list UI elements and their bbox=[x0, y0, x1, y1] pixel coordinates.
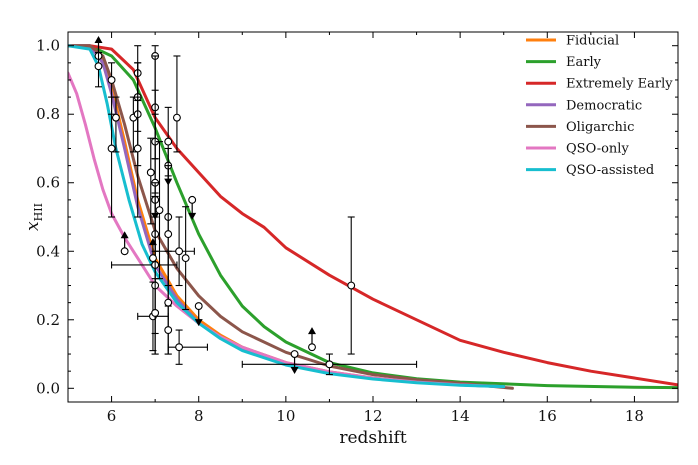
data-point bbox=[133, 96, 142, 218]
legend-label: QSO-only bbox=[566, 142, 629, 157]
data-point bbox=[120, 231, 129, 256]
observations-layer bbox=[94, 35, 418, 376]
data-marker bbox=[107, 144, 116, 153]
x-tick-label: 12 bbox=[363, 407, 382, 425]
data-marker bbox=[111, 113, 120, 122]
arrow-down-icon bbox=[290, 367, 299, 375]
x-tick-label: 10 bbox=[276, 407, 295, 425]
data-marker bbox=[325, 360, 334, 369]
data-marker bbox=[164, 230, 173, 239]
arrow-down-icon bbox=[194, 319, 203, 327]
data-point bbox=[172, 55, 181, 153]
data-marker bbox=[347, 281, 356, 290]
legend-item: QSO-assisted bbox=[526, 163, 654, 178]
data-marker bbox=[175, 343, 184, 352]
y-axis-label-subscript: HII bbox=[32, 203, 45, 221]
legend-label: Fiducial bbox=[566, 34, 619, 49]
x-axis-label: redshift bbox=[339, 428, 406, 448]
data-point bbox=[290, 350, 299, 375]
arrow-up-icon bbox=[308, 327, 316, 335]
y-axis-label: xHII bbox=[23, 203, 45, 231]
legend-label: Democratic bbox=[566, 98, 642, 113]
data-point bbox=[94, 52, 103, 88]
y-tick-label: 0.2 bbox=[36, 311, 60, 329]
data-point bbox=[111, 96, 120, 153]
data-marker bbox=[172, 113, 181, 122]
arrow-up-icon bbox=[94, 35, 103, 43]
data-marker bbox=[164, 326, 173, 335]
legend-label: QSO-assisted bbox=[566, 163, 654, 178]
data-marker bbox=[94, 62, 103, 71]
legend-item: QSO-only bbox=[526, 142, 629, 157]
data-point bbox=[167, 329, 208, 365]
axis-ticks: 6 8 10 12 14 16 18 0.0 0.2 0.4 0.6 0.8 1.0 bbox=[36, 32, 679, 425]
y-tick-label: 0.6 bbox=[36, 174, 60, 192]
data-marker bbox=[133, 144, 142, 153]
data-marker bbox=[120, 247, 129, 256]
legend-item: Oligarchic bbox=[526, 120, 634, 135]
legend-label: Early bbox=[566, 55, 602, 70]
y-axis-label-group: xHII bbox=[23, 203, 45, 231]
x-tick-label: 6 bbox=[107, 407, 117, 425]
arrow-down-icon bbox=[188, 212, 197, 220]
data-marker bbox=[290, 350, 299, 358]
legend-item: Fiducial bbox=[526, 34, 619, 49]
data-point bbox=[148, 238, 157, 263]
legend-item: Early bbox=[526, 55, 602, 70]
data-point bbox=[154, 216, 195, 287]
data-marker bbox=[308, 343, 316, 352]
x-tick-label: 16 bbox=[538, 407, 557, 425]
legend-item: Democratic bbox=[526, 98, 642, 113]
legend: Fiducial Early Extremely Early Democratic Ol… bbox=[526, 34, 673, 178]
arrow-up-icon bbox=[148, 238, 157, 246]
series-line-qso-assisted bbox=[68, 44, 506, 389]
legend-label: Oligarchic bbox=[566, 120, 634, 135]
x-tick-label: 18 bbox=[625, 407, 644, 425]
legend-label: Extremely Early bbox=[566, 77, 673, 92]
data-marker bbox=[164, 137, 173, 146]
series-line-extremely-early bbox=[68, 44, 678, 387]
data-point bbox=[308, 327, 316, 352]
y-tick-label: 0.8 bbox=[36, 105, 60, 123]
data-point bbox=[347, 216, 356, 355]
x-tick-label: 8 bbox=[194, 407, 204, 425]
y-axis-label-main: x bbox=[23, 221, 43, 231]
y-tick-label: 0.4 bbox=[36, 242, 60, 260]
data-marker bbox=[107, 76, 116, 84]
data-point bbox=[188, 195, 197, 220]
data-marker bbox=[175, 247, 184, 256]
data-marker bbox=[164, 298, 173, 307]
data-point bbox=[194, 302, 203, 327]
x-tick-label: 14 bbox=[451, 407, 470, 425]
data-point bbox=[241, 353, 418, 376]
legend-item: Extremely Early bbox=[526, 77, 673, 92]
data-marker bbox=[181, 254, 190, 263]
data-point bbox=[146, 137, 155, 225]
data-marker bbox=[149, 254, 157, 263]
data-marker bbox=[146, 168, 155, 177]
y-tick-label: 0.0 bbox=[36, 379, 60, 397]
series-line-early bbox=[68, 44, 678, 390]
series-line-oligarchic bbox=[68, 44, 514, 390]
y-tick-label: 1.0 bbox=[36, 37, 60, 55]
data-point bbox=[181, 206, 190, 311]
data-marker bbox=[155, 206, 164, 215]
data-marker bbox=[151, 308, 160, 317]
data-point bbox=[155, 141, 164, 280]
data-marker bbox=[194, 302, 203, 311]
arrow-up-icon bbox=[120, 231, 129, 239]
data-marker bbox=[188, 195, 197, 204]
